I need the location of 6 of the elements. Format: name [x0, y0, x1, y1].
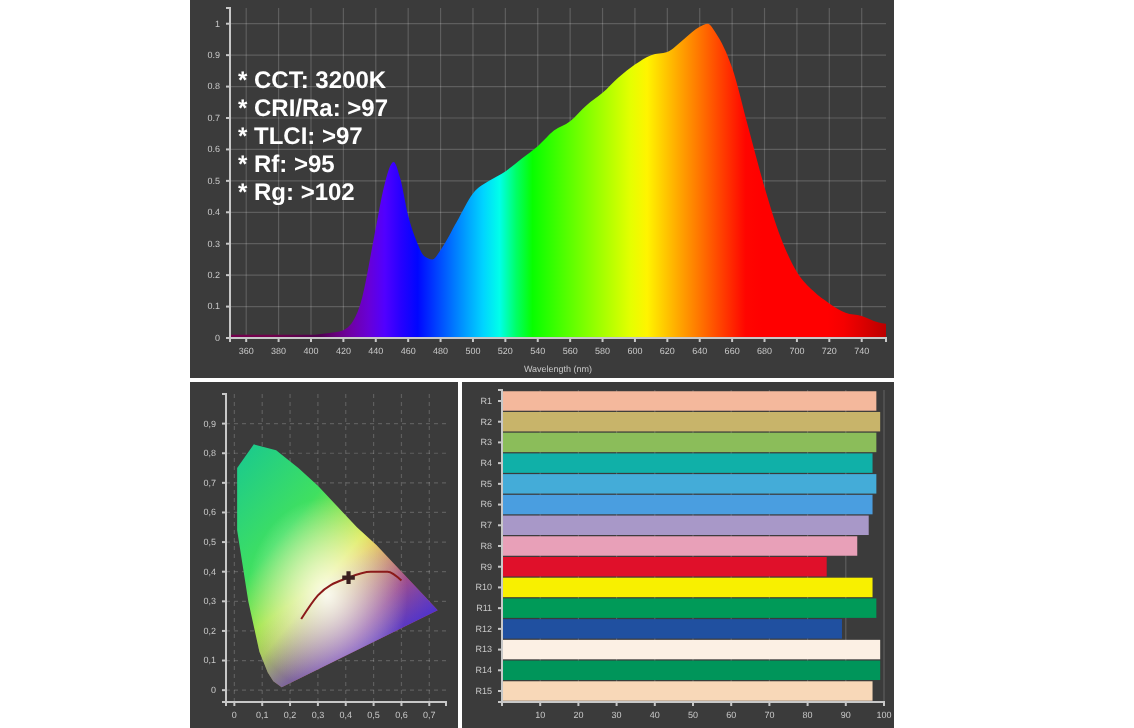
- annotation: * CCT: 3200K: [238, 66, 387, 94]
- annotation: * Rf: >95: [238, 150, 336, 178]
- annotation: * Rg: >102: [238, 178, 356, 206]
- annotation: * TLCI: >97: [238, 122, 364, 150]
- annotation: * CRI/Ra: >97: [238, 94, 389, 122]
- line-series: [300, 570, 403, 621]
